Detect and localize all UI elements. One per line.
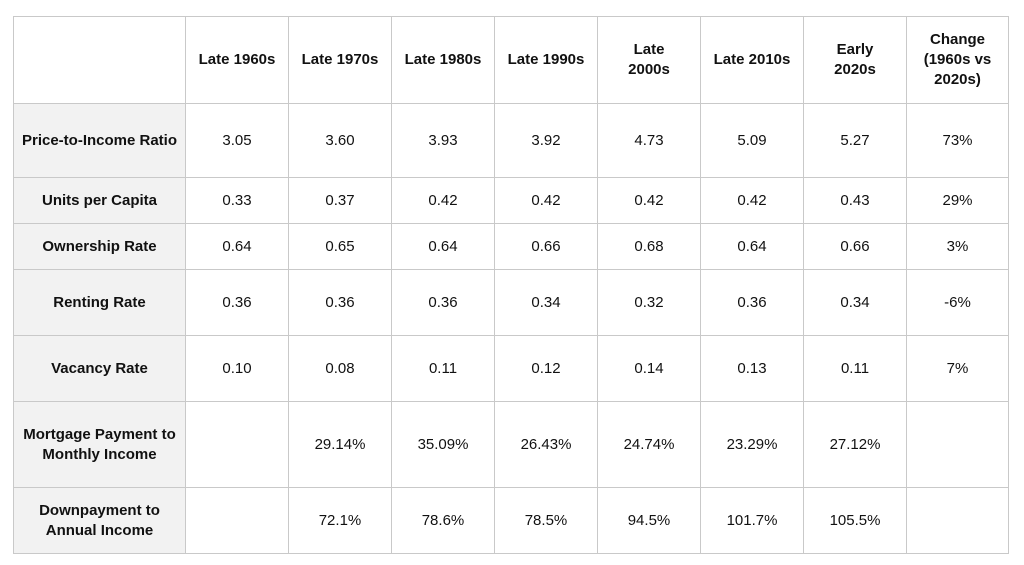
- table-cell: 0.42: [597, 177, 701, 224]
- table-cell: 23.29%: [700, 401, 804, 488]
- column-header: Late 2000s: [597, 16, 701, 104]
- table-cell: 78.5%: [494, 487, 598, 554]
- table-cell: 105.5%: [803, 487, 907, 554]
- table-cell: 73%: [906, 103, 1009, 178]
- row-header: Mortgage Payment to Monthly Income: [13, 401, 186, 488]
- table-cell: 0.64: [185, 223, 289, 270]
- column-header: Early 2020s: [803, 16, 907, 104]
- table-cell: 29.14%: [288, 401, 392, 488]
- table-cell: [185, 487, 289, 554]
- table-cell: 0.64: [700, 223, 804, 270]
- corner-cell: [13, 16, 186, 104]
- table-cell: 35.09%: [391, 401, 495, 488]
- table-cell: 0.65: [288, 223, 392, 270]
- column-header: Late 1970s: [288, 16, 392, 104]
- table-cell: 0.36: [185, 269, 289, 336]
- table-row: Renting Rate 0.36 0.36 0.36 0.34 0.32 0.…: [13, 269, 1009, 336]
- table-cell: 0.36: [288, 269, 392, 336]
- table-cell: 29%: [906, 177, 1009, 224]
- table-cell: 3.92: [494, 103, 598, 178]
- table-cell: 0.34: [803, 269, 907, 336]
- table-cell: -6%: [906, 269, 1009, 336]
- table-cell: 0.12: [494, 335, 598, 402]
- header-row: Late 1960s Late 1970s Late 1980s Late 19…: [13, 16, 1009, 104]
- column-header: Late 1960s: [185, 16, 289, 104]
- table-cell: 26.43%: [494, 401, 598, 488]
- table-cell: 0.14: [597, 335, 701, 402]
- table-cell: 27.12%: [803, 401, 907, 488]
- table-cell: 3.60: [288, 103, 392, 178]
- table-cell: 0.11: [803, 335, 907, 402]
- table-container: Late 1960s Late 1970s Late 1980s Late 19…: [13, 16, 1009, 554]
- row-header: Price-to-Income Ratio: [13, 103, 186, 178]
- row-header: Renting Rate: [13, 269, 186, 336]
- row-header: Units per Capita: [13, 177, 186, 224]
- table-cell: 5.27: [803, 103, 907, 178]
- table-cell: 94.5%: [597, 487, 701, 554]
- table-cell: 0.11: [391, 335, 495, 402]
- table-cell: 0.42: [700, 177, 804, 224]
- table-row: Units per Capita 0.33 0.37 0.42 0.42 0.4…: [13, 177, 1009, 224]
- housing-metrics-table: Late 1960s Late 1970s Late 1980s Late 19…: [13, 16, 1009, 554]
- table-row: Downpayment to Annual Income 72.1% 78.6%…: [13, 487, 1009, 554]
- table-cell: 0.33: [185, 177, 289, 224]
- table-row: Ownership Rate 0.64 0.65 0.64 0.66 0.68 …: [13, 223, 1009, 270]
- table-cell: 0.13: [700, 335, 804, 402]
- table-cell: 72.1%: [288, 487, 392, 554]
- table-cell: 3%: [906, 223, 1009, 270]
- table-row: Price-to-Income Ratio 3.05 3.60 3.93 3.9…: [13, 103, 1009, 178]
- column-header: Late 1980s: [391, 16, 495, 104]
- table-cell: 0.64: [391, 223, 495, 270]
- row-header: Ownership Rate: [13, 223, 186, 270]
- table-row: Vacancy Rate 0.10 0.08 0.11 0.12 0.14 0.…: [13, 335, 1009, 402]
- column-header: Change (1960s vs 2020s): [906, 16, 1009, 104]
- column-header: Late 1990s: [494, 16, 598, 104]
- table-row: Mortgage Payment to Monthly Income 29.14…: [13, 401, 1009, 488]
- table-cell: 0.42: [391, 177, 495, 224]
- table-cell: 101.7%: [700, 487, 804, 554]
- table-cell: 3.05: [185, 103, 289, 178]
- table-cell: 4.73: [597, 103, 701, 178]
- table-cell: 0.10: [185, 335, 289, 402]
- table-cell: 0.37: [288, 177, 392, 224]
- table-cell: 0.36: [700, 269, 804, 336]
- table-cell: 7%: [906, 335, 1009, 402]
- table-cell: 0.68: [597, 223, 701, 270]
- table-cell: 0.42: [494, 177, 598, 224]
- table-cell: 0.66: [494, 223, 598, 270]
- table-cell: 0.43: [803, 177, 907, 224]
- table-cell: 24.74%: [597, 401, 701, 488]
- table-cell: [906, 487, 1009, 554]
- table-cell: 0.32: [597, 269, 701, 336]
- table-cell: 5.09: [700, 103, 804, 178]
- table-cell: 78.6%: [391, 487, 495, 554]
- table-cell: [185, 401, 289, 488]
- table-cell: [906, 401, 1009, 488]
- table-cell: 3.93: [391, 103, 495, 178]
- table-cell: 0.08: [288, 335, 392, 402]
- row-header: Vacancy Rate: [13, 335, 186, 402]
- column-header: Late 2010s: [700, 16, 804, 104]
- table-cell: 0.36: [391, 269, 495, 336]
- row-header: Downpayment to Annual Income: [13, 487, 186, 554]
- table-cell: 0.34: [494, 269, 598, 336]
- table-cell: 0.66: [803, 223, 907, 270]
